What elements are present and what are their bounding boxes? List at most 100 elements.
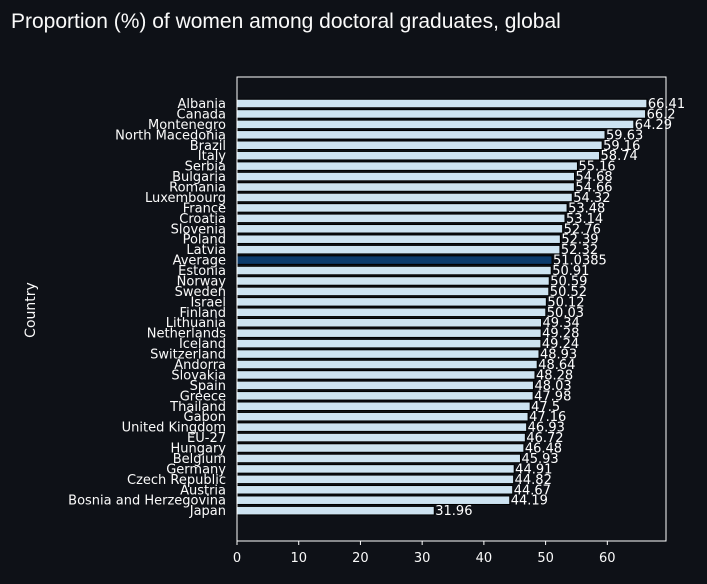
x-tick-label-20: 20 [352, 551, 369, 566]
bar-iceland [236, 338, 542, 349]
bar-romania [236, 182, 575, 192]
category-label-croatia: Croatia [179, 212, 226, 227]
value-label-average: 51.0385 [553, 254, 607, 269]
category-label-luxembourg: Luxembourg [145, 191, 226, 206]
value-label-japan: 31.96 [435, 504, 472, 519]
bar-united-kingdom [236, 422, 528, 432]
value-label-eu-27: 46.72 [526, 431, 563, 446]
category-label-romania: Romania [169, 181, 226, 196]
category-label-sweden: Sweden [175, 285, 226, 300]
value-label-united-kingdom: 46.93 [528, 421, 565, 436]
bar-italy [236, 150, 601, 161]
value-label-spain: 48.03 [534, 379, 571, 394]
bar-slovenia [236, 224, 564, 234]
bar-average [236, 255, 553, 265]
bar-slovakia [236, 370, 536, 380]
bar-montenegro [236, 119, 635, 130]
category-label-latvia: Latvia [186, 243, 226, 258]
x-tick-label-50: 50 [537, 551, 554, 566]
bar-israel [236, 297, 547, 307]
category-label-thailand: Thailand [169, 400, 226, 415]
value-label-brazil: 59.16 [603, 139, 640, 154]
plot-frame [236, 76, 667, 542]
bar-austria [236, 485, 514, 495]
category-label-united-kingdom: United Kingdom [122, 421, 226, 436]
value-label-estonia: 50.91 [552, 264, 589, 279]
category-label-switzerland: Switzerland [150, 348, 226, 363]
bar-belgium [236, 453, 521, 464]
value-label-bosnia-and-herzegovina: 44.19 [511, 494, 548, 509]
bar-poland [236, 234, 561, 244]
category-label-iceland: Iceland [179, 337, 226, 352]
category-label-italy: Italy [198, 149, 227, 164]
y-axis-label: Country [23, 282, 39, 338]
value-label-iceland: 49.24 [542, 337, 579, 352]
bar-andorra [236, 359, 538, 370]
bar-netherlands [236, 328, 542, 338]
value-label-finland: 50.03 [547, 306, 584, 321]
category-label-canada: Canada [177, 107, 226, 122]
bar-hungary [236, 443, 525, 453]
bar-lithuania [236, 317, 543, 328]
value-label-czech-republic: 44.82 [515, 473, 552, 488]
category-label-average: Average [173, 254, 226, 269]
bar-eu-27 [236, 432, 526, 443]
bars-group [236, 98, 648, 516]
category-label-japan: Japan [189, 504, 226, 519]
value-label-andorra: 48.64 [538, 358, 575, 373]
value-label-france: 53.48 [568, 201, 605, 216]
bar-bulgaria [236, 171, 575, 182]
category-label-andorra: Andorra [174, 358, 226, 373]
bar-czech-republic [236, 474, 515, 485]
category-label-poland: Poland [183, 233, 226, 248]
value-label-canada: 66.2 [647, 107, 676, 122]
bar-albania [236, 98, 648, 109]
bar-croatia [236, 213, 566, 224]
category-label-estonia: Estonia [178, 264, 226, 279]
x-tick-label-10: 10 [290, 551, 307, 566]
category-label-belgium: Belgium [173, 452, 226, 467]
bar-canada [236, 109, 647, 119]
bar-luxembourg [236, 192, 573, 203]
value-label-latvia: 52.32 [561, 243, 598, 258]
value-label-hungary: 46.48 [525, 442, 562, 457]
value-label-norway: 50.59 [550, 274, 587, 289]
category-label-gabon: Gabon [184, 410, 227, 425]
value-label-north-macedonia: 59.63 [606, 128, 643, 143]
category-label-hungary: Hungary [170, 442, 226, 457]
value-label-greece: 47.98 [534, 389, 571, 404]
bar-gabon [236, 411, 529, 422]
value-label-austria: 44.67 [514, 483, 551, 498]
x-tick-label-40: 40 [476, 551, 493, 566]
value-label-serbia: 55.16 [578, 160, 615, 175]
x-axis-ticks: 0 10 20 30 40 50 60 [233, 541, 616, 566]
category-label-netherlands: Netherlands [147, 327, 226, 342]
category-label-finland: Finland [180, 306, 226, 321]
value-label-switzerland: 48.93 [540, 348, 577, 363]
value-label-germany: 44.91 [515, 462, 552, 477]
value-label-netherlands: 49.28 [542, 327, 579, 342]
category-label-montenegro: Montenegro [148, 118, 226, 133]
bar-latvia [236, 244, 561, 255]
category-label-bosnia-and-herzegovina: Bosnia and Herzegovina [68, 494, 226, 509]
value-label-croatia: 53.14 [566, 212, 603, 227]
value-label-slovakia: 48.28 [536, 368, 573, 383]
category-label-france: France [183, 201, 226, 216]
category-label-slovakia: Slovakia [171, 368, 226, 383]
value-label-romania: 54.66 [575, 181, 612, 196]
bar-spain [236, 380, 534, 391]
x-tick-label-0: 0 [233, 551, 241, 566]
category-label-austria: Austria [180, 483, 226, 498]
bar-sweden [236, 286, 550, 297]
value-label-bulgaria: 54.68 [575, 170, 612, 185]
category-label-israel: Israel [190, 295, 226, 310]
value-label-lithuania: 49.34 [543, 316, 580, 331]
bar-switzerland [236, 349, 540, 359]
value-label-italy: 58.74 [601, 149, 638, 164]
category-label-czech-republic: Czech Republic [127, 473, 226, 488]
category-label-bulgaria: Bulgaria [172, 170, 226, 185]
value-label-israel: 50.12 [547, 295, 584, 310]
value-label-montenegro: 64.29 [635, 118, 672, 133]
